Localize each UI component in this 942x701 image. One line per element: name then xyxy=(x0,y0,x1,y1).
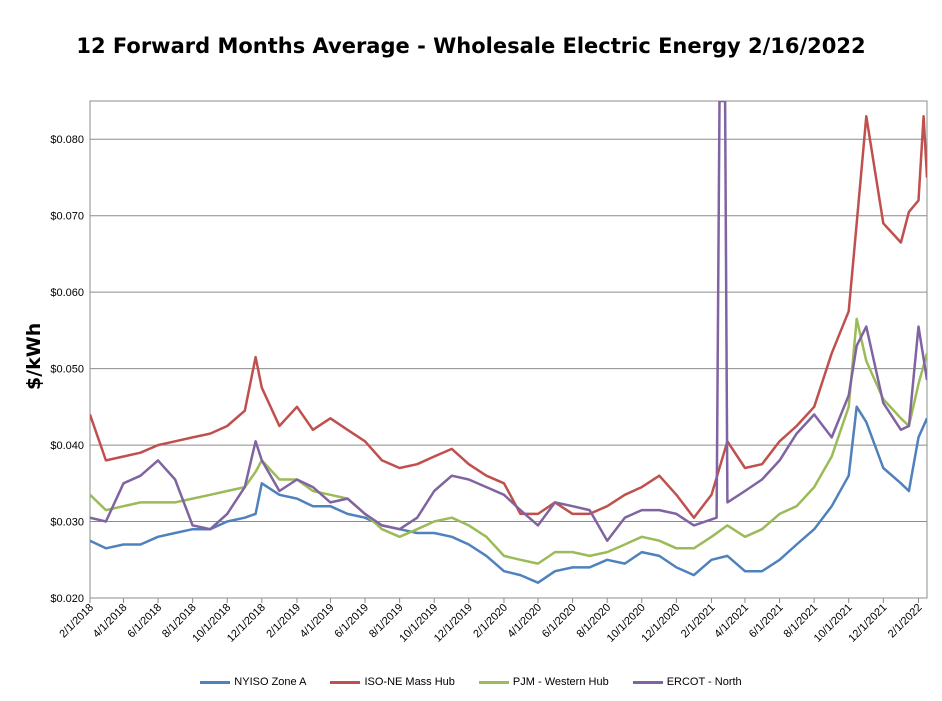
legend-label: NYISO Zone A xyxy=(234,676,307,688)
x-tick-label: 6/1/2021 xyxy=(747,602,786,641)
x-tick-label: 2/1/2020 xyxy=(471,602,510,641)
y-tick-label: $0.080 xyxy=(50,134,84,146)
legend-swatch xyxy=(632,680,663,684)
legend-item: ISO-NE Mass Hub xyxy=(330,676,455,688)
x-tick-label: 6/1/2020 xyxy=(540,602,579,641)
x-tick-label: 4/1/2019 xyxy=(298,602,337,641)
legend-label: PJM - Western Hub xyxy=(512,676,609,688)
x-tick-label: 2/1/2019 xyxy=(264,602,303,641)
legend-swatch xyxy=(330,680,361,684)
y-tick-label: $0.060 xyxy=(50,287,84,299)
series-line-0 xyxy=(90,405,927,584)
y-tick-label: $0.020 xyxy=(50,593,84,605)
x-tick-label: 6/1/2018 xyxy=(125,602,164,641)
x-tick-label: 4/1/2021 xyxy=(712,602,751,641)
x-tick-label: 6/1/2019 xyxy=(332,602,371,641)
series-line-3 xyxy=(90,101,927,542)
series-line-2 xyxy=(90,317,927,565)
legend-item: PJM - Western Hub xyxy=(478,676,609,688)
x-tick-label: 2/1/2022 xyxy=(886,602,925,641)
legend: NYISO Zone A ISO-NE Mass Hub PJM - Weste… xyxy=(0,676,942,688)
legend-item: ERCOT - North xyxy=(632,676,742,688)
legend-label: ISO-NE Mass Hub xyxy=(364,676,455,688)
legend-swatch xyxy=(200,680,231,684)
x-tick-label: 2/1/2021 xyxy=(679,602,718,641)
x-tick-label: 4/1/2018 xyxy=(91,602,130,641)
legend-label: ERCOT - North xyxy=(666,676,742,688)
plot-border xyxy=(89,100,928,599)
legend-swatch xyxy=(478,680,509,684)
y-tick-label: $0.050 xyxy=(50,364,84,376)
y-tick-label: $0.030 xyxy=(50,517,84,529)
y-tick-label: $0.040 xyxy=(50,440,84,452)
x-tick-label: 4/1/2020 xyxy=(505,602,544,641)
y-tick-label: $0.070 xyxy=(50,211,84,223)
legend-item: NYISO Zone A xyxy=(200,676,306,688)
chart-title: 12 Forward Months Average - Wholesale El… xyxy=(76,34,866,58)
x-tick-label: 2/1/2018 xyxy=(57,602,96,641)
series-line-1 xyxy=(90,115,927,519)
